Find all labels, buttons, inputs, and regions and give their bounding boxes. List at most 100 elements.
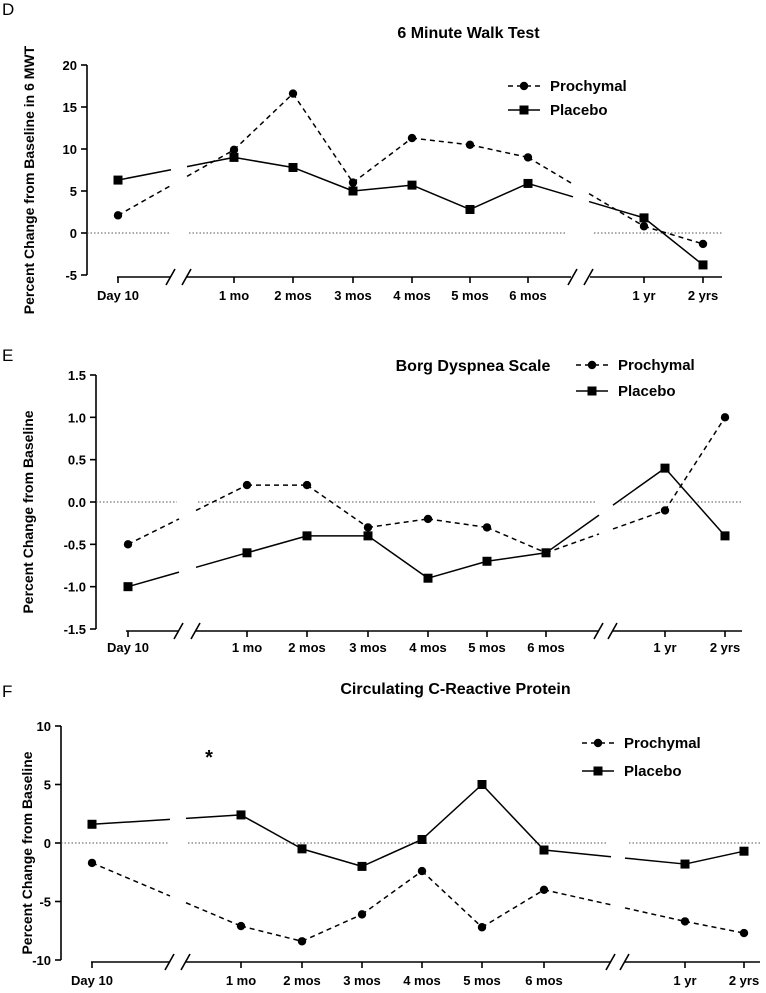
placebo-point — [660, 463, 670, 473]
y-tick-label: -10 — [32, 953, 51, 968]
axis-break-mark — [190, 622, 201, 640]
prochymal-line — [643, 225, 704, 245]
x-tick-label: 5 mos — [468, 640, 506, 655]
x-tick-label: 4 mos — [409, 640, 447, 655]
prochymal-point — [348, 178, 358, 187]
panel-f: F Circulating C-Reactive Protein Percent … — [0, 681, 766, 988]
x-tick-label: 3 mos — [334, 288, 372, 303]
prochymal-line — [195, 484, 248, 512]
axis-break-mark — [583, 268, 594, 286]
prochymal-line — [186, 149, 235, 178]
legend-label: Prochymal — [550, 78, 627, 95]
placebo-line — [612, 467, 666, 506]
x-tick-label: Day 10 — [97, 288, 139, 303]
placebo-point — [357, 861, 367, 871]
prochymal-line — [545, 533, 600, 554]
prochymal-line — [543, 889, 612, 906]
walk-test-chart: 6 Minute Walk Test Percent Change from Ba… — [21, 25, 722, 314]
significance-asterisk: * — [205, 747, 213, 769]
axis-break-mark — [619, 953, 630, 971]
legend-marker — [593, 766, 603, 776]
legend-marker — [593, 738, 603, 748]
legend-label: Placebo — [550, 102, 608, 119]
panel-label: D — [2, 0, 15, 19]
placebo-line — [361, 838, 423, 868]
prochymal-point — [639, 222, 649, 231]
x-tick-label: Day 10 — [107, 640, 149, 655]
placebo-line — [664, 467, 726, 537]
y-tick-label: 0.5 — [68, 453, 86, 468]
prochymal-point — [357, 910, 367, 919]
chart-title: Circulating C-Reactive Protein — [340, 682, 570, 698]
prochymal-point — [523, 153, 533, 162]
crp-chart: Circulating C-Reactive Protein Percent Ch… — [19, 681, 760, 988]
y-tick-label: 10 — [37, 719, 51, 734]
prochymal-line — [427, 518, 488, 529]
y-axis-label: Percent Change from Baseline — [19, 751, 35, 954]
y-tick-label: 0 — [44, 836, 51, 851]
prochymal-line — [469, 144, 529, 159]
x-tick-label: 6 mos — [509, 288, 547, 303]
placebo-line — [117, 168, 172, 181]
y-tick-label: -1.0 — [64, 580, 86, 595]
placebo-line — [185, 814, 242, 820]
prochymal-line — [664, 416, 726, 511]
placebo-point — [698, 260, 708, 270]
y-tick-label: -1.5 — [64, 622, 86, 637]
prochymal-line — [292, 93, 354, 184]
placebo-line — [588, 200, 645, 219]
legend-marker — [519, 105, 529, 115]
y-tick-label: 5 — [44, 778, 51, 793]
panel-label: E — [2, 346, 14, 365]
placebo-line — [469, 182, 529, 211]
placebo-line — [301, 848, 363, 868]
x-tick-label: Day 10 — [71, 973, 113, 988]
placebo-point — [417, 834, 427, 844]
prochymal-point — [680, 917, 690, 926]
x-tick-label: 5 mos — [451, 288, 489, 303]
placebo-point — [236, 810, 246, 820]
prochymal-point — [288, 89, 298, 98]
prochymal-line — [527, 156, 574, 185]
x-tick-label: 1 mo — [232, 640, 262, 655]
placebo-line — [195, 552, 248, 569]
prochymal-point — [363, 523, 373, 532]
placebo-point — [363, 531, 373, 541]
placebo-point — [423, 573, 433, 583]
prochymal-line — [612, 509, 666, 530]
placebo-line — [624, 857, 686, 865]
x-tick-label: 2 mos — [288, 640, 326, 655]
prochymal-line — [127, 518, 180, 546]
y-tick-label: -0.5 — [64, 537, 86, 552]
legend-marker — [587, 386, 597, 396]
placebo-point — [242, 548, 252, 558]
placebo-point — [739, 846, 749, 856]
borg-dyspnea-chart: Borg Dyspnea Scale Percent Change from Ba… — [20, 357, 742, 655]
x-tick-label: 5 mos — [463, 973, 501, 988]
y-tick-label: 0.0 — [68, 495, 86, 510]
prochymal-point — [423, 514, 433, 524]
placebo-point — [407, 180, 417, 190]
chart-title: Borg Dyspnea Scale — [396, 358, 551, 375]
y-tick-label: 20 — [63, 58, 77, 73]
prochymal-line — [367, 518, 429, 529]
placebo-line — [246, 535, 308, 554]
x-tick-label: 1 yr — [653, 640, 676, 655]
legend-label: Placebo — [618, 383, 676, 400]
x-tick-label: 2 yrs — [729, 973, 759, 988]
placebo-point — [680, 859, 690, 869]
placebo-line — [481, 783, 545, 851]
placebo-point — [465, 204, 475, 214]
y-tick-label: 0 — [70, 226, 77, 241]
x-tick-label: 2 yrs — [688, 288, 718, 303]
placebo-point — [113, 175, 123, 185]
prochymal-line — [486, 526, 547, 554]
placebo-line — [427, 560, 488, 579]
placebo-line — [127, 571, 180, 588]
placebo-point — [229, 152, 239, 162]
placebo-point — [539, 845, 549, 855]
legend-marker — [519, 81, 529, 91]
axis-break-mark — [607, 622, 618, 640]
prochymal-point — [417, 866, 427, 876]
placebo-point — [348, 186, 358, 196]
